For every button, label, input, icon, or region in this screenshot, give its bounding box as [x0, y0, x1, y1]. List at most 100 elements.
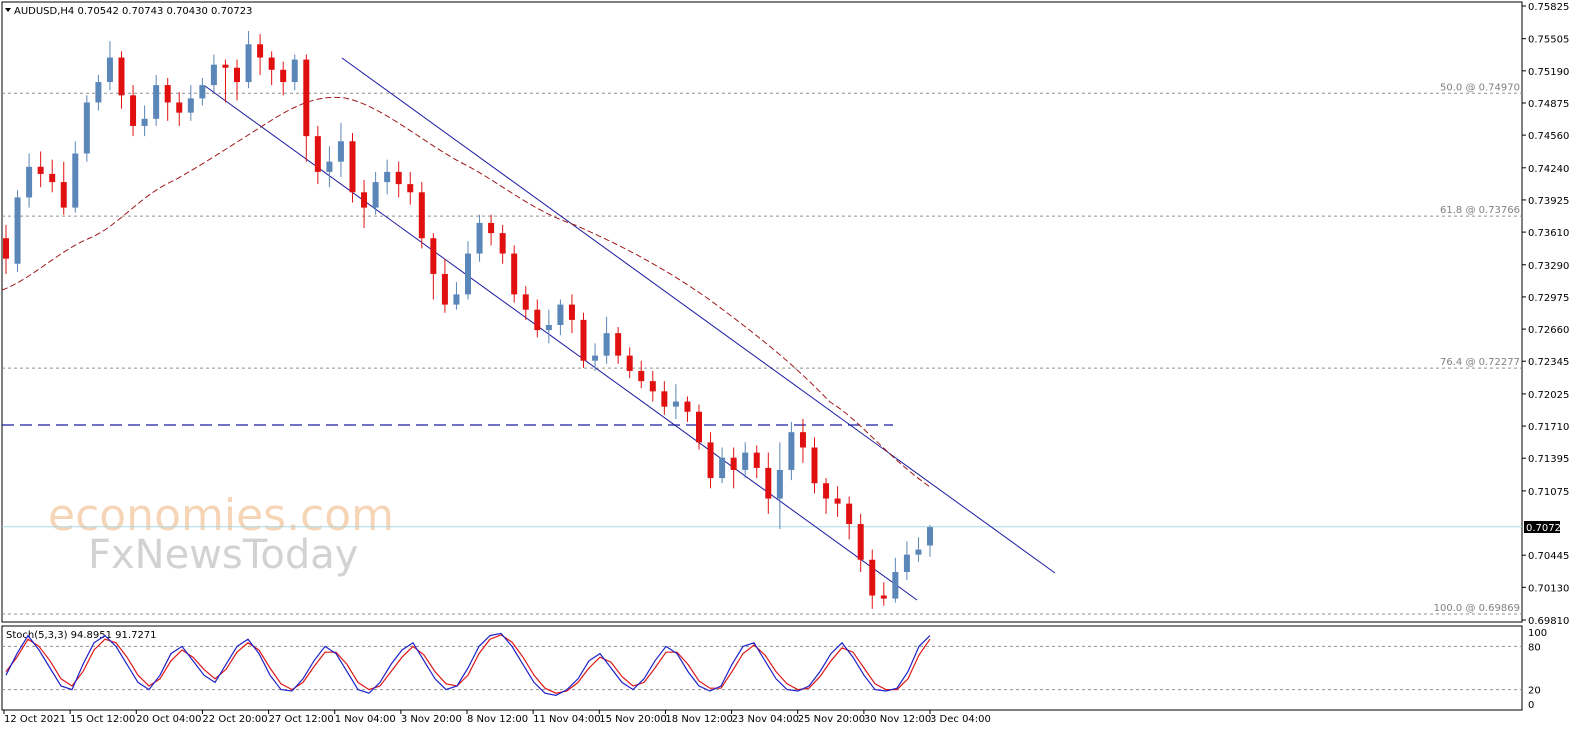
candle-body	[372, 182, 379, 208]
candle-body	[672, 401, 679, 407]
candle-body	[465, 253, 471, 295]
candle-body	[245, 44, 252, 83]
stochastic-oscillator: 100 80 20 0	[2, 628, 1547, 711]
time-tick-label: 22 Oct 20:00	[202, 714, 267, 725]
candle-body	[788, 432, 795, 470]
price-tick-label: 0.74560	[1528, 131, 1569, 142]
time-tick-label: 25 Nov 20:00	[798, 714, 865, 725]
candlestick-series	[3, 31, 933, 609]
stochastic-signal-line	[5, 634, 931, 694]
candle-body	[118, 57, 125, 96]
candle-body	[811, 447, 818, 484]
candle-body	[222, 64, 229, 68]
price-tick-label: 0.72025	[1528, 390, 1569, 401]
candle-body	[95, 82, 102, 103]
candle-body	[314, 136, 321, 172]
time-tick-label: 18 Nov 12:00	[665, 714, 732, 725]
price-tick-label: 0.72660	[1528, 325, 1569, 336]
candle-body	[534, 309, 541, 331]
time-tick-label: 27 Oct 12:00	[269, 714, 334, 725]
candle-body	[511, 253, 518, 295]
candle-body	[49, 173, 56, 183]
candle-body	[742, 452, 749, 470]
candle-body	[476, 222, 483, 254]
stochastic-tick-label: 20	[1528, 686, 1541, 697]
candle-body	[557, 304, 564, 325]
candle-body	[499, 233, 506, 254]
candle-body	[892, 572, 899, 599]
stochastic-panel[interactable]	[1, 625, 1523, 711]
candle-body	[164, 85, 171, 103]
candle-body	[730, 457, 737, 470]
time-tick-label: 1 Nov 04:00	[335, 714, 396, 725]
candle-body	[846, 503, 853, 525]
candle-body	[649, 381, 656, 392]
candle-body	[106, 57, 113, 83]
candle-body	[234, 67, 240, 83]
time-tick-label: 12 Oct 2021	[4, 714, 66, 725]
price-tick-label: 0.74240	[1528, 164, 1569, 175]
candle-body	[361, 192, 368, 208]
price-tick-label: 0.75190	[1528, 67, 1569, 78]
time-tick-label: 11 Nov 04:00	[533, 714, 600, 725]
candle-body	[696, 411, 702, 443]
time-tick-label: 3 Dec 04:00	[930, 714, 991, 725]
candle-body	[580, 319, 587, 361]
candle-body	[37, 166, 44, 174]
candle-body	[488, 222, 495, 234]
candle-body	[326, 161, 333, 172]
candle-body	[776, 469, 783, 499]
price-tick-label: 0.73290	[1528, 261, 1569, 272]
time-tick-label: 20 Oct 04:00	[136, 714, 201, 725]
candle-body	[384, 171, 391, 183]
stochastic-main-line	[5, 632, 931, 697]
price-tick-label: 0.71710	[1528, 422, 1569, 433]
fib-level-label: 76.4 @ 0.72277	[1440, 357, 1520, 368]
candle-body	[257, 44, 264, 58]
candle-body	[453, 294, 460, 305]
candle-body	[141, 118, 148, 126]
candle-body	[880, 595, 887, 599]
time-tick-label: 23 Nov 04:00	[732, 714, 799, 725]
price-tick-label: 0.70130	[1528, 583, 1569, 594]
candle-body	[430, 238, 437, 274]
price-panel[interactable]	[1, 1, 1523, 623]
candle-body	[823, 483, 830, 499]
candle-body	[638, 370, 645, 382]
candle-body	[349, 141, 356, 193]
channel-lower-line[interactable]	[204, 85, 918, 601]
candle-body	[719, 457, 726, 479]
price-tick-label: 0.73925	[1528, 196, 1569, 207]
watermark-economies: economies.com	[48, 490, 394, 541]
candle-body	[568, 304, 575, 320]
candle-body	[176, 102, 183, 113]
candle-body	[626, 355, 633, 371]
moving-average-line	[1, 96, 931, 488]
time-tick-label: 15 Oct 12:00	[70, 714, 135, 725]
candle-body	[603, 333, 610, 356]
candle-body	[199, 85, 206, 99]
price-tick-label: 0.73610	[1528, 228, 1569, 239]
current-price-label: 0.70723	[1526, 523, 1567, 534]
candle-body	[395, 171, 402, 185]
watermark-fxnewstoday: FxNewsToday	[88, 532, 358, 578]
candle-body	[522, 294, 529, 310]
candle-body	[799, 432, 806, 448]
stochastic-tick-label: 100	[1528, 628, 1547, 639]
candle-body	[903, 554, 910, 573]
channel-upper-line[interactable]	[341, 57, 1056, 574]
fibonacci-levels: 50.0 @ 0.74970 61.8 @ 0.73766 76.4 @ 0.722…	[2, 82, 1522, 615]
price-tick-label: 0.74875	[1528, 99, 1569, 110]
fib-level-label: 100.0 @ 0.69869	[1434, 603, 1520, 614]
candle-body	[684, 401, 691, 412]
time-tick-label: 8 Nov 12:00	[467, 714, 528, 725]
stochastic-tick-label: 0	[1528, 700, 1534, 711]
candle-body	[187, 98, 194, 113]
candle-body	[753, 452, 760, 468]
chart-menu-triangle-icon[interactable]	[5, 8, 11, 12]
current-price-tag	[1524, 521, 1560, 533]
candle-body	[60, 182, 67, 208]
candle-body	[545, 324, 552, 331]
candle-body	[72, 153, 79, 208]
